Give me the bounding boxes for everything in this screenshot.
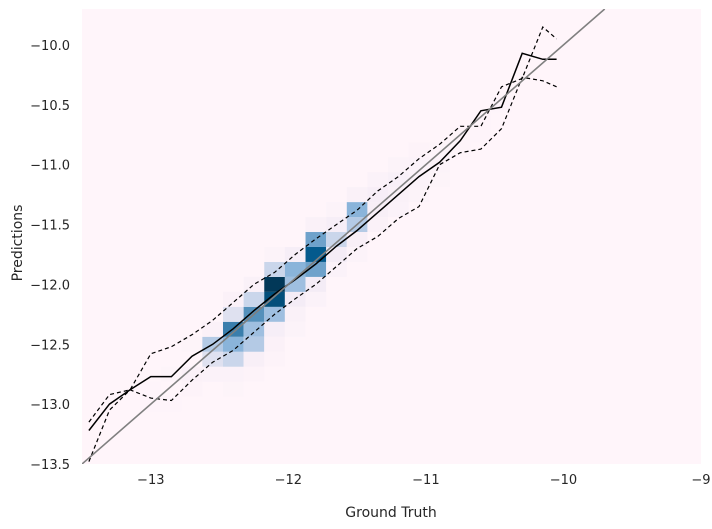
x-tick-label: −12	[275, 473, 302, 488]
heatmap-cell	[305, 291, 327, 307]
heatmap-cell	[264, 276, 285, 292]
x-tick-label: −13	[137, 473, 164, 488]
x-axis-ticks: −13 −12 −11 −10 −9	[137, 473, 711, 488]
series-line-identity	[82, 9, 606, 464]
y-tick-label: −11.5	[30, 219, 70, 234]
heatmap-cell	[367, 217, 389, 233]
heatmap-cell	[346, 187, 368, 203]
heatmap-cell	[264, 336, 285, 352]
heatmap-cell	[243, 336, 265, 352]
y-axis-ticks: −10.0 −10.5 −11.0 −11.5 −12.0 −12.5 −13.0 −13.5	[30, 39, 70, 473]
heatmap-cell	[388, 172, 409, 188]
heatmap-cell	[202, 321, 223, 337]
heatmap-cell	[408, 157, 430, 173]
heatmap-cell	[243, 291, 265, 307]
heatmap-cell	[326, 232, 347, 247]
heatmap-cell	[470, 127, 492, 143]
heatmap-cell	[202, 366, 223, 382]
y-tick-label: −13.0	[30, 398, 70, 413]
heatmap-cell	[222, 366, 244, 382]
y-tick-label: −10.5	[30, 99, 70, 114]
plot-background	[82, 9, 701, 464]
x-tick-label: −11	[412, 473, 439, 488]
heatmap-cell	[305, 246, 327, 262]
heatmap-cell	[367, 187, 389, 203]
heatmap-cell	[408, 187, 430, 203]
heatmap-cell	[305, 217, 327, 233]
heatmap-cell	[181, 336, 203, 352]
heatmap-cell	[408, 172, 430, 188]
series-lines	[82, 9, 606, 464]
y-axis-label: Predictions	[10, 205, 26, 282]
heatmap-cell	[305, 232, 327, 247]
heatmap-cell	[222, 381, 244, 397]
heatmap-cell	[181, 381, 203, 397]
heatmap-cell	[388, 202, 409, 218]
heatmap-cell	[429, 172, 450, 188]
heatmap-cell	[243, 351, 265, 367]
heatmap-cell	[305, 276, 327, 292]
x-tick-label: −9	[691, 473, 710, 488]
heatmap-cell	[429, 142, 450, 158]
x-tick-label: −10	[550, 473, 577, 488]
heatmap-cell	[326, 202, 347, 218]
heatmap-cell	[388, 157, 409, 173]
heatmap-cell	[222, 351, 244, 367]
heatmap-cell	[222, 306, 244, 322]
heatmap-cell	[161, 396, 182, 412]
heatmap-cell	[243, 366, 265, 382]
heatmap-cell	[408, 142, 430, 158]
heatmap-cell	[449, 142, 471, 158]
heatmap-cell	[264, 261, 285, 277]
heatmap-cell	[140, 381, 162, 397]
heatmap-cell	[346, 246, 368, 262]
heatmap-cell	[284, 321, 306, 337]
heatmap-cell	[326, 261, 347, 277]
heatmap-cell	[429, 157, 450, 173]
heatmap-cell	[284, 276, 306, 292]
heatmap-cell	[367, 202, 389, 218]
series-line-median	[88, 52, 557, 431]
y-tick-label: −11.0	[30, 159, 70, 174]
y-tick-label: −12.5	[30, 338, 70, 353]
heatmap-cell	[243, 276, 265, 292]
heatmap-cell	[264, 321, 285, 337]
heatmap-cell	[202, 351, 223, 367]
heatmap-cell	[264, 246, 285, 262]
heatmap-cell	[346, 232, 368, 247]
heatmap-cell	[470, 112, 492, 128]
heatmap-cell	[243, 321, 265, 337]
y-tick-label: −12.0	[30, 278, 70, 293]
y-tick-label: −13.5	[30, 458, 70, 473]
heatmap-cell	[284, 306, 306, 322]
y-tick-label: −10.0	[30, 39, 70, 54]
heatmap-cell	[222, 291, 244, 307]
heatmap-cell	[264, 291, 285, 307]
heatmap-cell	[181, 366, 203, 382]
x-axis-label: Ground Truth	[345, 505, 436, 521]
heatmap-cell	[367, 172, 389, 188]
heatmap-cell	[264, 351, 285, 367]
series-line-lower-quantile	[88, 76, 557, 462]
heatmap-cell	[222, 336, 244, 352]
series-line-upper-quantile	[88, 25, 557, 423]
